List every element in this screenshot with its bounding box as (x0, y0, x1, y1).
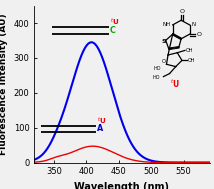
Y-axis label: Fluorescence Intensity (AU): Fluorescence Intensity (AU) (0, 13, 8, 155)
Text: C: C (110, 26, 116, 35)
X-axis label: Wavelength (nm): Wavelength (nm) (74, 182, 169, 189)
Text: $^{t}$U: $^{t}$U (97, 115, 106, 125)
Text: $^{t}$U: $^{t}$U (110, 16, 119, 27)
Text: A: A (97, 124, 103, 133)
